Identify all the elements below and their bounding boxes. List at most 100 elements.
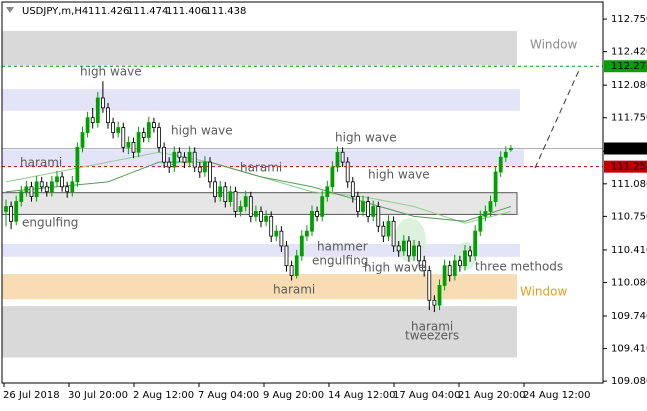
candle-body (284, 245, 289, 267)
x-tick-label: 17 Aug 04:00 (393, 390, 460, 401)
annotation: harami (20, 156, 62, 170)
candle-body (136, 132, 141, 153)
candle-body (457, 260, 462, 267)
x-tick-label: 2 Aug 12:00 (133, 390, 194, 401)
annotation: engulfing (22, 216, 78, 230)
annotation: high wave (335, 131, 397, 145)
candle-body (50, 181, 54, 193)
candle-body (412, 245, 416, 257)
annotation: high wave (364, 261, 426, 275)
price-box (604, 142, 647, 155)
x-tick-label: 30 Jul 20:00 (68, 390, 128, 401)
candle-body (391, 220, 396, 247)
candle-body (238, 206, 243, 212)
candle-body (233, 191, 238, 212)
candle-body (172, 151, 177, 168)
symbol: USDJPY,m,H4 (22, 6, 88, 17)
annotation: harami (273, 283, 315, 297)
candle-body (320, 196, 325, 217)
candle-body (488, 201, 493, 212)
y-tick-label: 112.080 (611, 80, 647, 91)
candle-body (417, 245, 422, 262)
x-tick-label: 9 Aug 20:00 (263, 390, 324, 401)
candle-body (55, 176, 59, 183)
y-tick-label: 109.740 (611, 311, 647, 322)
moving-average (5, 161, 512, 222)
candle-body (177, 151, 182, 158)
candle-body (289, 265, 294, 276)
candle-body (197, 166, 202, 173)
candle-body (269, 215, 274, 237)
candle-body (310, 211, 314, 232)
annotation: engulfing (312, 254, 368, 268)
candle-body (90, 117, 95, 124)
candle-body (473, 230, 478, 257)
candle-body (325, 186, 330, 198)
x-tick-label: 7 Aug 04:00 (198, 390, 259, 401)
candle-body (345, 161, 350, 183)
candle-body (151, 122, 156, 128)
annotation: Window (530, 38, 578, 52)
price-label: 111.438 (611, 144, 647, 155)
candle-body (167, 161, 172, 168)
lines (2, 65, 603, 224)
annotation: high wave (171, 124, 233, 138)
y-tick-label: 109.410 (611, 344, 647, 355)
candle-body (498, 156, 503, 173)
annotation: high wave (368, 168, 430, 182)
symbol-icon (6, 7, 14, 13)
candle-body (437, 285, 442, 306)
y-tick-label: 112.420 (611, 47, 647, 58)
candle-body (243, 196, 248, 207)
candle-body (468, 250, 473, 257)
candle-body (44, 186, 49, 193)
ohlc-open: 111.426 (88, 6, 129, 17)
candle-body (422, 260, 427, 272)
candle-body (248, 196, 253, 217)
candle-body (65, 186, 70, 193)
candles (4, 81, 513, 313)
y-tick-label: 109.080 (611, 376, 647, 387)
candle-body (463, 250, 467, 267)
candle-body (386, 220, 391, 237)
candle-body (95, 97, 100, 124)
zone (2, 306, 517, 358)
candle-body (208, 161, 212, 183)
y-tick-label: 111.750 (611, 113, 647, 124)
candle-body (24, 186, 29, 193)
price-label: 112.272 (611, 61, 647, 72)
candle-body (9, 206, 14, 222)
candle-body (294, 255, 299, 276)
candle-body (192, 151, 197, 168)
annotation: hammer (317, 240, 368, 254)
candle-body (29, 186, 34, 198)
candle-body (340, 151, 345, 163)
candle-body (274, 230, 279, 237)
candle-body (101, 97, 105, 109)
candle-body (19, 191, 24, 202)
price-box (604, 60, 647, 73)
candle-body (406, 240, 411, 257)
zone (2, 30, 517, 66)
candle-body (478, 215, 483, 232)
candle-body (14, 201, 19, 222)
x-tick-label: 14 Aug 12:00 (328, 390, 395, 401)
candle-body (396, 245, 401, 252)
x-tick-label: 26 Jul 2018 (3, 390, 60, 401)
candle-body (315, 211, 320, 217)
candle-body (299, 235, 304, 257)
candle-body (218, 186, 223, 198)
candle-body (381, 225, 386, 237)
candle-body (202, 161, 207, 173)
y-tick-label: 110.080 (611, 277, 647, 288)
x-tick-label: 21 Aug 20:00 (458, 390, 525, 401)
candle-body (366, 201, 371, 217)
zone (2, 149, 524, 167)
candle-body (401, 240, 406, 252)
candle-body (141, 132, 146, 138)
candle-body (228, 191, 233, 202)
candle-body (126, 141, 131, 148)
candle-body (146, 122, 151, 138)
candle-body (330, 166, 335, 188)
